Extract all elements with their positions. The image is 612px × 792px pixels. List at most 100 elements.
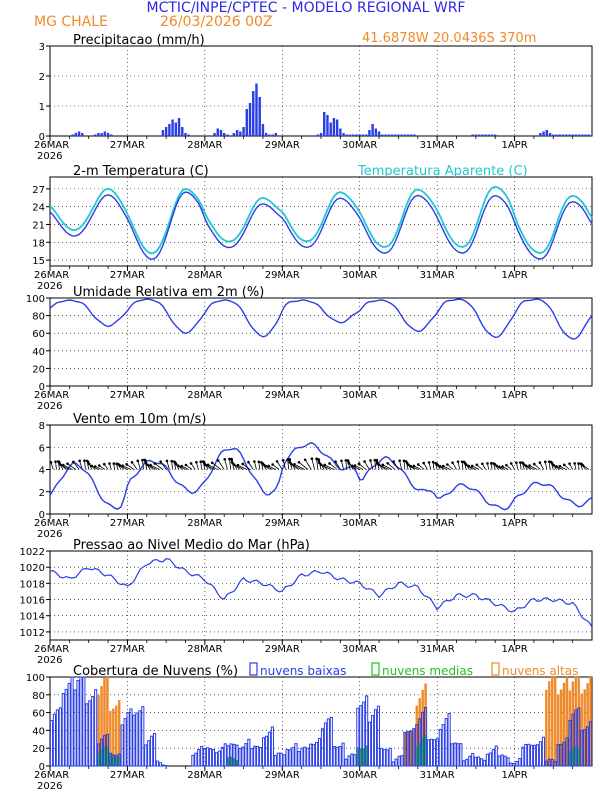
cloud-bar-nuvens-baixas [102, 735, 107, 767]
wind-barb-head [288, 458, 291, 462]
precip-bar [577, 134, 581, 136]
cloud-bar-nuvens-baixas [550, 758, 554, 767]
year-label: 2026 [37, 529, 62, 540]
wind-barb-head [159, 460, 162, 463]
wind-barb-head [475, 463, 479, 467]
cloud-bar-nuvens-baixas [111, 754, 115, 767]
cloud-bar-nuvens-baixas [158, 762, 163, 767]
precip-bar [487, 134, 490, 136]
wind-barb-head [363, 460, 366, 463]
wind-barb [410, 465, 418, 470]
cloud-legend-label: nuvens baixas [260, 664, 346, 678]
cloud-bar-nuvens-baixas [500, 754, 504, 767]
year-label: 2026 [37, 655, 62, 666]
precip-bar [171, 119, 174, 136]
x-tick-label: 30MAR [342, 140, 377, 151]
cloud-bar-nuvens-baixas [418, 718, 422, 767]
cloud-bar-nuvens-baixas [315, 741, 319, 767]
wind-barb-head [170, 459, 173, 463]
cloud-bar-nuvens-baixas [241, 746, 245, 767]
wind-barb [341, 460, 344, 470]
cloud-bar-nuvens-baixas [356, 707, 360, 767]
y-tick-label: 60 [32, 709, 45, 720]
precip-bar [103, 131, 107, 136]
x-tick-label: 31MAR [420, 140, 455, 151]
cloud-bar-nuvens-baixas [76, 680, 80, 767]
wind-barb [147, 464, 157, 470]
cloud-bar-nuvens-baixas [320, 728, 325, 767]
wind-barb [294, 463, 306, 470]
wind-barb-head [121, 464, 124, 467]
cloud-bar-nuvens-baixas [244, 743, 248, 767]
wind-barb-head [125, 462, 128, 466]
x-tick-label: 30MAR [342, 770, 377, 781]
wind-barb-head [532, 462, 536, 466]
wind-barb [533, 463, 541, 470]
wind-barb-head [340, 459, 343, 463]
cloud-bar-nuvens-baixas [300, 747, 304, 767]
cloud-bar-nuvens-baixas [447, 713, 451, 767]
cloud-bar-nuvens-baixas [512, 762, 516, 767]
y-tick-label: 1022 [20, 547, 45, 558]
wind-barb [387, 462, 396, 470]
precip-bar [410, 134, 413, 136]
wind-barb-head [204, 463, 207, 467]
wind-barb-head [83, 459, 86, 463]
cloud-bar-nuvens-baixas [270, 726, 274, 767]
cloud-bar-nuvens-baixas [491, 749, 495, 767]
wind-barb [316, 458, 319, 470]
wind-barb [63, 464, 73, 470]
panel-frame [49, 45, 593, 137]
cloud-bar-nuvens-baixas [400, 755, 404, 767]
x-tick-label: 28MAR [187, 140, 222, 151]
precip-bar [181, 127, 184, 136]
wind-barb [211, 462, 222, 470]
precip-bar [187, 134, 190, 136]
wind-barb-head [427, 461, 431, 464]
cloud-bar-nuvens-baixas [85, 703, 89, 767]
wind-barb-head [577, 462, 580, 465]
precip-bar [258, 97, 261, 136]
cloud-bar-nuvens-baixas [347, 755, 351, 767]
wind-barb-head [470, 464, 474, 468]
cloud-legend-label: nuvens altas [502, 664, 578, 678]
wind-barb-head [241, 462, 244, 466]
x-tick-label: 30MAR [342, 518, 377, 529]
cloud-bar-nuvens-baixas [288, 749, 292, 767]
precip-bar [397, 134, 400, 136]
x-tick-label: 26MAR [34, 390, 69, 401]
wind-barb [529, 465, 538, 470]
precip-bar [268, 134, 271, 136]
precip-bar [261, 124, 265, 136]
cloud-bar-nuvens-altas [548, 681, 551, 767]
cloud-bar-nuvens-baixas [120, 724, 124, 767]
cloud-bar-nuvens-baixas [559, 744, 563, 767]
wind-barb-head [431, 460, 435, 464]
panel-title: Pressao ao Nivel Medio do Mar (hPa) [73, 538, 310, 553]
wind-barb-head [518, 461, 522, 464]
panel-frame [49, 550, 593, 641]
cloud-bar-nuvens-baixas [541, 736, 545, 767]
precip-bar [71, 134, 74, 136]
precip-bar [97, 133, 100, 136]
precip-bar [406, 134, 410, 136]
wind-barb-head [297, 460, 301, 464]
year-label: 2026 [37, 401, 62, 412]
wind-barb-head [317, 459, 321, 462]
panel-title: Umidade Relativa em 2m (%) [73, 285, 264, 300]
y-tick-label: 0 [39, 132, 45, 143]
cloud-bar-nuvens-baixas [368, 721, 372, 767]
wind-barb-head [165, 459, 169, 463]
wind-barb-head [543, 460, 547, 464]
cloud-bar-nuvens-baixas [435, 738, 439, 767]
x-tick-label: 31MAR [420, 770, 455, 781]
wind-barb-head [495, 464, 498, 468]
apparent-temperature-line [49, 185, 593, 255]
cloud-bar-nuvens-baixas [99, 738, 104, 767]
wind-barb-head [210, 461, 214, 465]
wind-barb [229, 458, 232, 470]
wind-barb-head [228, 457, 231, 461]
wind-barb-head [281, 458, 285, 462]
precip-bar [494, 134, 497, 136]
wind-barb [200, 461, 203, 470]
